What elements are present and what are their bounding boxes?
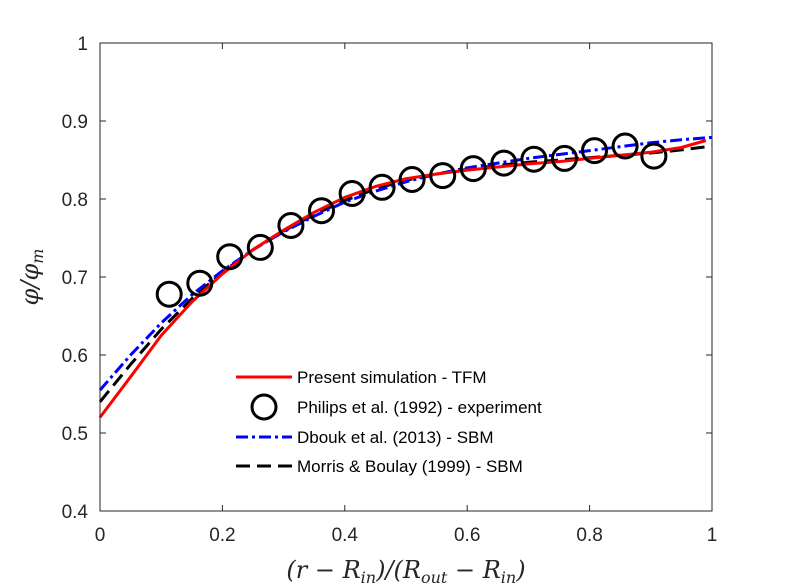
experiment-marker [338, 180, 366, 207]
series-line-2 [98, 135, 713, 392]
experiment-marker [429, 162, 457, 190]
x-axis: 0 0.2 0.4 0.6 0.8 1 [95, 43, 718, 546]
experiment-marker [551, 144, 578, 172]
legend: Present simulation - TFM Philips et al. (… [236, 368, 542, 476]
y-tick-label: 0.5 [62, 424, 88, 445]
legend-label-3: Morris & Boulay (1999) - SBM [297, 457, 523, 476]
experiment-marker [277, 212, 305, 239]
y-tick-label: 0.6 [62, 346, 88, 367]
experiment-marker [611, 132, 639, 160]
legend-label-1: Philips et al. (1992) - experiment [297, 398, 542, 417]
experiment-marker [216, 243, 244, 271]
y-tick-label: 0.9 [62, 112, 88, 133]
legend-label-0: Present simulation - TFM [297, 368, 487, 387]
experiment-marker [368, 173, 396, 201]
x-tick-label: 0.6 [454, 525, 480, 546]
y-tick-label: 0.4 [62, 502, 89, 523]
series-line-0 [98, 139, 707, 419]
x-tick-label: 1 [707, 525, 718, 546]
x-tick-label: 0.8 [576, 525, 602, 546]
experiment-marker [490, 149, 518, 177]
x-tick-label: 0 [95, 525, 106, 546]
data-series-group [98, 135, 713, 419]
experiment-marker [520, 145, 548, 173]
plot-area [100, 43, 712, 511]
experiment-marker [398, 166, 426, 193]
experiment-marker [459, 155, 487, 183]
y-tick-label: 0.8 [62, 190, 88, 211]
data-markers-group [155, 132, 668, 308]
experiment-marker [186, 269, 214, 297]
y-axis-label: φ/φm [16, 249, 47, 306]
experiment-marker [640, 142, 668, 170]
experiment-marker [246, 233, 274, 261]
x-tick-label: 0.4 [332, 525, 359, 546]
experiment-marker [155, 280, 183, 308]
experiment-marker [581, 137, 608, 165]
legend-label-2: Dbouk et al. (2013) - SBM [297, 428, 494, 447]
experiment-marker [308, 197, 335, 225]
x-axis-label: (r − Rin)/(Rout − Rin) [286, 556, 525, 586]
legend-marker-1 [250, 393, 278, 421]
y-axis: 0.4 0.5 0.6 0.7 0.8 0.9 1 [62, 34, 712, 523]
y-tick-label: 1 [77, 34, 88, 55]
y-tick-label: 0.7 [62, 268, 88, 289]
x-tick-label: 0.2 [209, 525, 235, 546]
